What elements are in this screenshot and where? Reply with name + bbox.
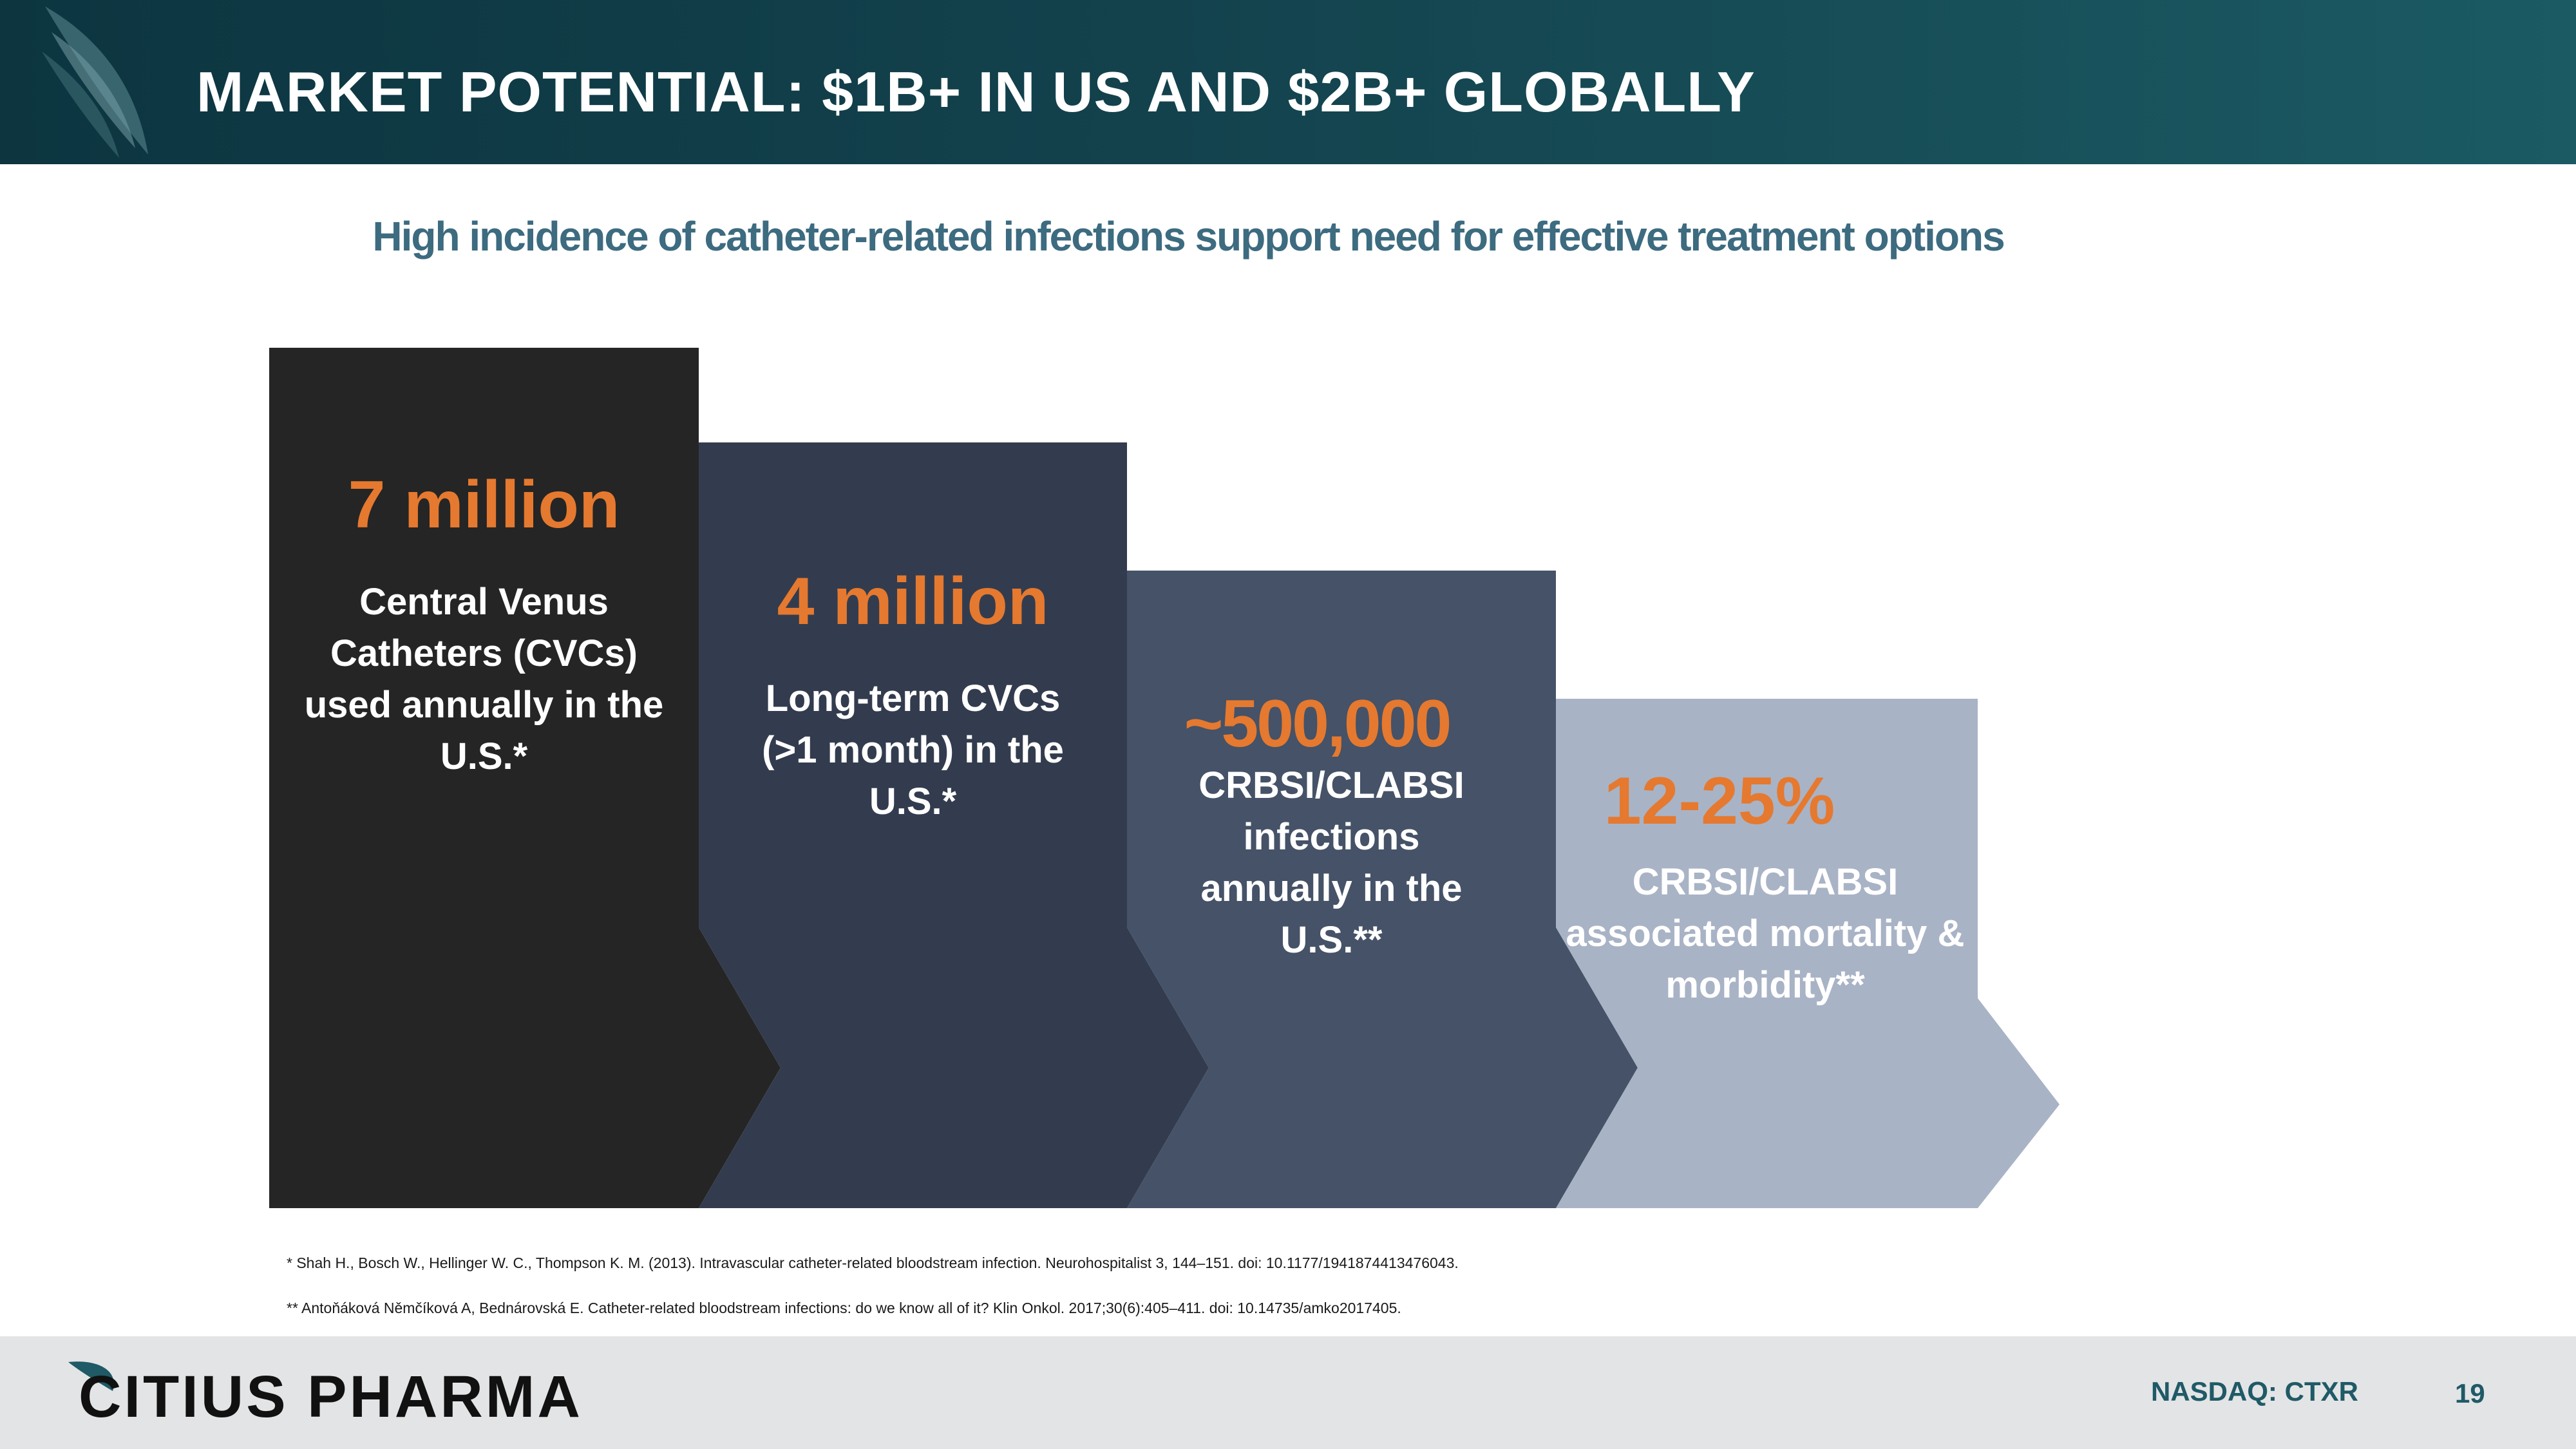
- step-4-stat: 12-25%: [1604, 764, 1835, 838]
- step-2-stat: 4 million: [777, 564, 1049, 639]
- step-2-arrow: [699, 442, 1209, 1208]
- brand-wordmark: CITIUS PHARMA: [79, 1364, 583, 1426]
- subtitle: High incidence of catheter-related infec…: [372, 213, 2005, 260]
- citius-pharma-logo: CITIUS PHARMA: [68, 1361, 583, 1426]
- feather-logo-icon: [42, 6, 148, 158]
- step-1-stat: 7 million: [348, 468, 620, 542]
- step-1-description: Central Venus Catheters (CVCs) used annu…: [304, 581, 664, 777]
- page-title: MARKET POTENTIAL: $1B+ IN US AND $2B+ GL…: [196, 60, 1756, 124]
- step-4-description: CRBSI/CLABSI associated mortality & morb…: [1566, 861, 1965, 1006]
- step-3-stat: ~500,000: [1184, 687, 1452, 761]
- reference-1: * Shah H., Bosch W., Hellinger W. C., Th…: [287, 1255, 1459, 1271]
- page-number: 19: [2455, 1378, 2485, 1408]
- reference-2: ** Antoňáková Němčíková A, Bednárovská E…: [287, 1300, 1401, 1316]
- footer-bar: [0, 1336, 2576, 1449]
- step-3-arrow: [1127, 571, 1638, 1208]
- step-3-description: CRBSI/CLABSI infections annually in the …: [1198, 764, 1464, 961]
- step-1-arrow: [269, 348, 781, 1208]
- step-2-description: Long-term CVCs (>1 month) in the U.S.*: [762, 677, 1064, 822]
- ticker-symbol: NASDAQ: CTXR: [2151, 1376, 2358, 1406]
- step-4-arrow: [1556, 699, 2060, 1208]
- header-bar: MARKET POTENTIAL: $1B+ IN US AND $2B+ GL…: [0, 0, 2576, 164]
